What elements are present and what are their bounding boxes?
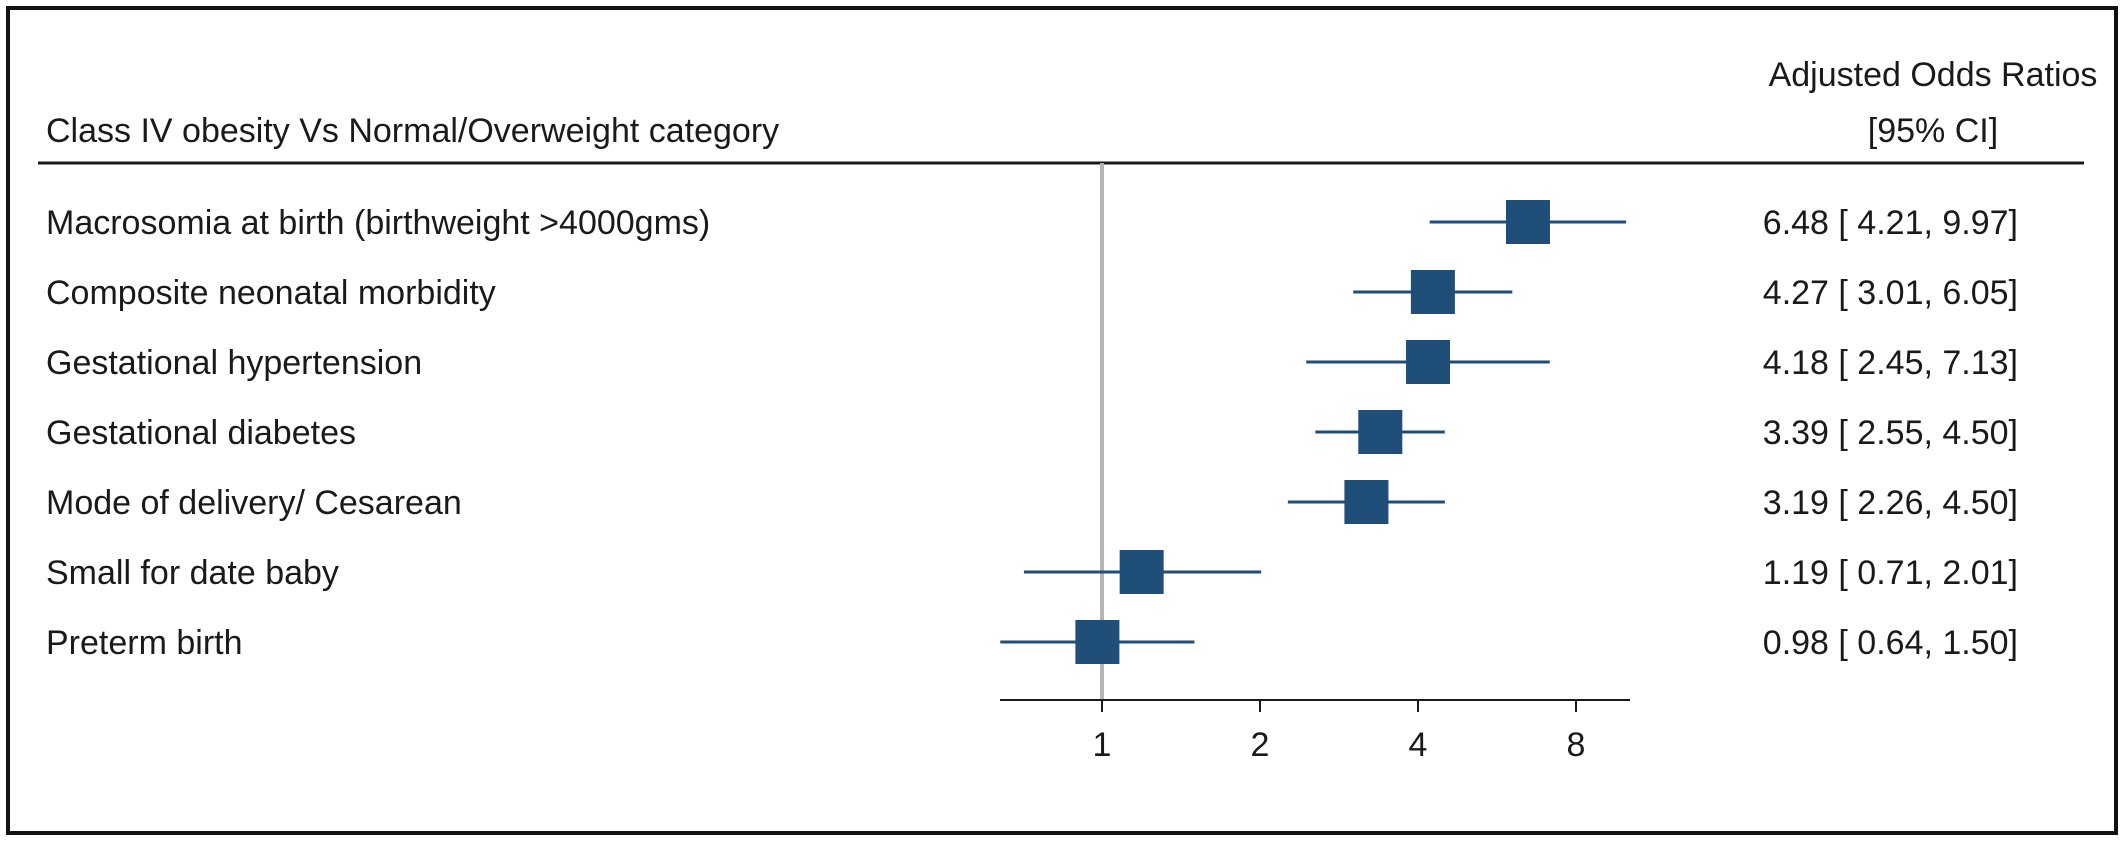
x-tick-label: 2 (1251, 726, 1270, 764)
plot-area: Macrosomia at birth (birthweight >4000gm… (46, 163, 2018, 764)
estimate-header-line1: Adjusted Odds Ratios (1769, 56, 2098, 94)
row-estimate: 3.19 [ 2.26, 4.50] (1763, 484, 2018, 522)
row-estimate: 3.39 [ 2.55, 4.50] (1763, 414, 2018, 452)
point-estimate-marker (1075, 620, 1120, 664)
x-tick-label: 4 (1409, 726, 1428, 764)
row-label: Small for date baby (46, 554, 339, 592)
x-tick-label: 8 (1567, 726, 1586, 764)
point-estimate-marker (1344, 480, 1389, 524)
point-estimate-marker (1406, 340, 1451, 384)
x-tick-label: 1 (1093, 726, 1112, 764)
estimate-header-line2: [95% CI] (1868, 112, 1998, 150)
figure-frame (6, 6, 2118, 835)
row-estimate: 4.27 [ 3.01, 6.05] (1763, 274, 2018, 312)
point-estimate-marker (1358, 410, 1403, 454)
row-estimate: 6.48 [ 4.21, 9.97] (1763, 204, 2018, 242)
row-label: Preterm birth (46, 624, 243, 662)
row-label: Mode of delivery/ Cesarean (46, 484, 462, 522)
row-estimate: 4.18 [ 2.45, 7.13] (1763, 344, 2018, 382)
row-estimate: 1.19 [ 0.71, 2.01] (1763, 554, 2018, 592)
point-estimate-marker (1505, 200, 1550, 244)
point-estimate-marker (1119, 550, 1164, 594)
row-label: Composite neonatal morbidity (46, 274, 496, 312)
row-estimate: 0.98 [ 0.64, 1.50] (1763, 624, 2018, 662)
row-label: Macrosomia at birth (birthweight >4000gm… (46, 204, 710, 242)
row-label: Gestational hypertension (46, 344, 422, 382)
point-estimate-marker (1410, 270, 1455, 314)
row-label: Gestational diabetes (46, 414, 356, 452)
chart-title: Class IV obesity Vs Normal/Overweight ca… (46, 112, 779, 150)
